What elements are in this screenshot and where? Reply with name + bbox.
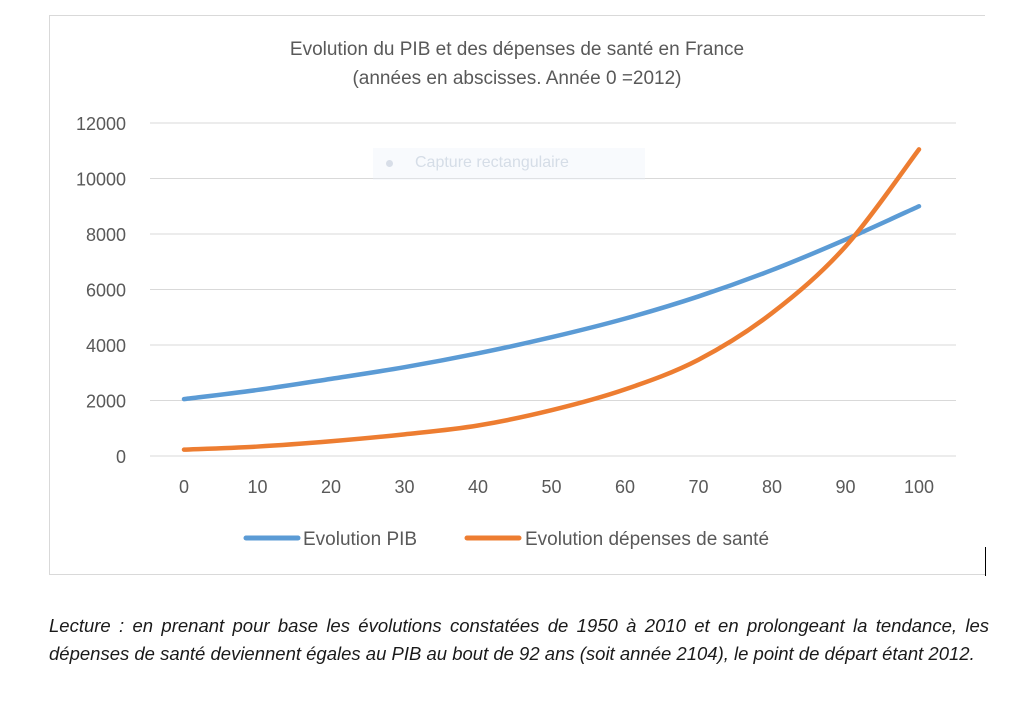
y-tick-label: 8000 — [86, 225, 126, 245]
x-tick-label: 100 — [904, 477, 934, 497]
capture-overlay: Capture rectangulaire — [373, 148, 645, 180]
x-tick-label: 0 — [179, 477, 189, 497]
x-tick-label: 50 — [541, 477, 561, 497]
chart-caption: Lecture : en prenant pour base les évolu… — [49, 615, 989, 664]
line-chart: Evolution du PIB et des dépenses de sant… — [76, 39, 956, 550]
x-axis-ticks: 0 10 20 30 40 50 60 70 80 90 100 — [179, 477, 934, 497]
x-tick-label: 90 — [835, 477, 855, 497]
x-tick-label: 20 — [321, 477, 341, 497]
y-axis-ticks: 0 2000 4000 6000 8000 10000 12000 — [76, 114, 126, 467]
y-tick-label: 6000 — [86, 281, 126, 301]
y-tick-label: 4000 — [86, 336, 126, 356]
frame-edge-mark — [985, 547, 986, 576]
x-tick-label: 70 — [688, 477, 708, 497]
chart-frame — [49, 15, 985, 575]
series-lines — [181, 147, 922, 452]
gridlines — [150, 122, 956, 457]
x-tick-label: 30 — [394, 477, 414, 497]
chart-subtitle: (années en abscisses. Année 0 =2012) — [352, 68, 681, 89]
chart-title: Evolution du PIB et des dépenses de sant… — [290, 39, 744, 60]
legend-label: Evolution PIB — [303, 529, 417, 550]
y-tick-label: 12000 — [76, 114, 126, 134]
record-dot-icon — [386, 160, 393, 167]
legend-label: Evolution dépenses de santé — [525, 529, 769, 550]
series-line-1 — [181, 147, 922, 452]
x-tick-label: 80 — [762, 477, 782, 497]
legend: Evolution PIB Evolution dépenses de santé — [243, 529, 769, 550]
y-tick-label: 10000 — [76, 170, 126, 190]
x-tick-label: 40 — [468, 477, 488, 497]
capture-overlay-label: Capture rectangulaire — [415, 154, 569, 171]
x-tick-label: 10 — [247, 477, 267, 497]
series-line-0 — [181, 204, 922, 402]
y-tick-label: 2000 — [86, 392, 126, 412]
x-tick-label: 60 — [615, 477, 635, 497]
y-tick-label: 0 — [116, 447, 126, 467]
